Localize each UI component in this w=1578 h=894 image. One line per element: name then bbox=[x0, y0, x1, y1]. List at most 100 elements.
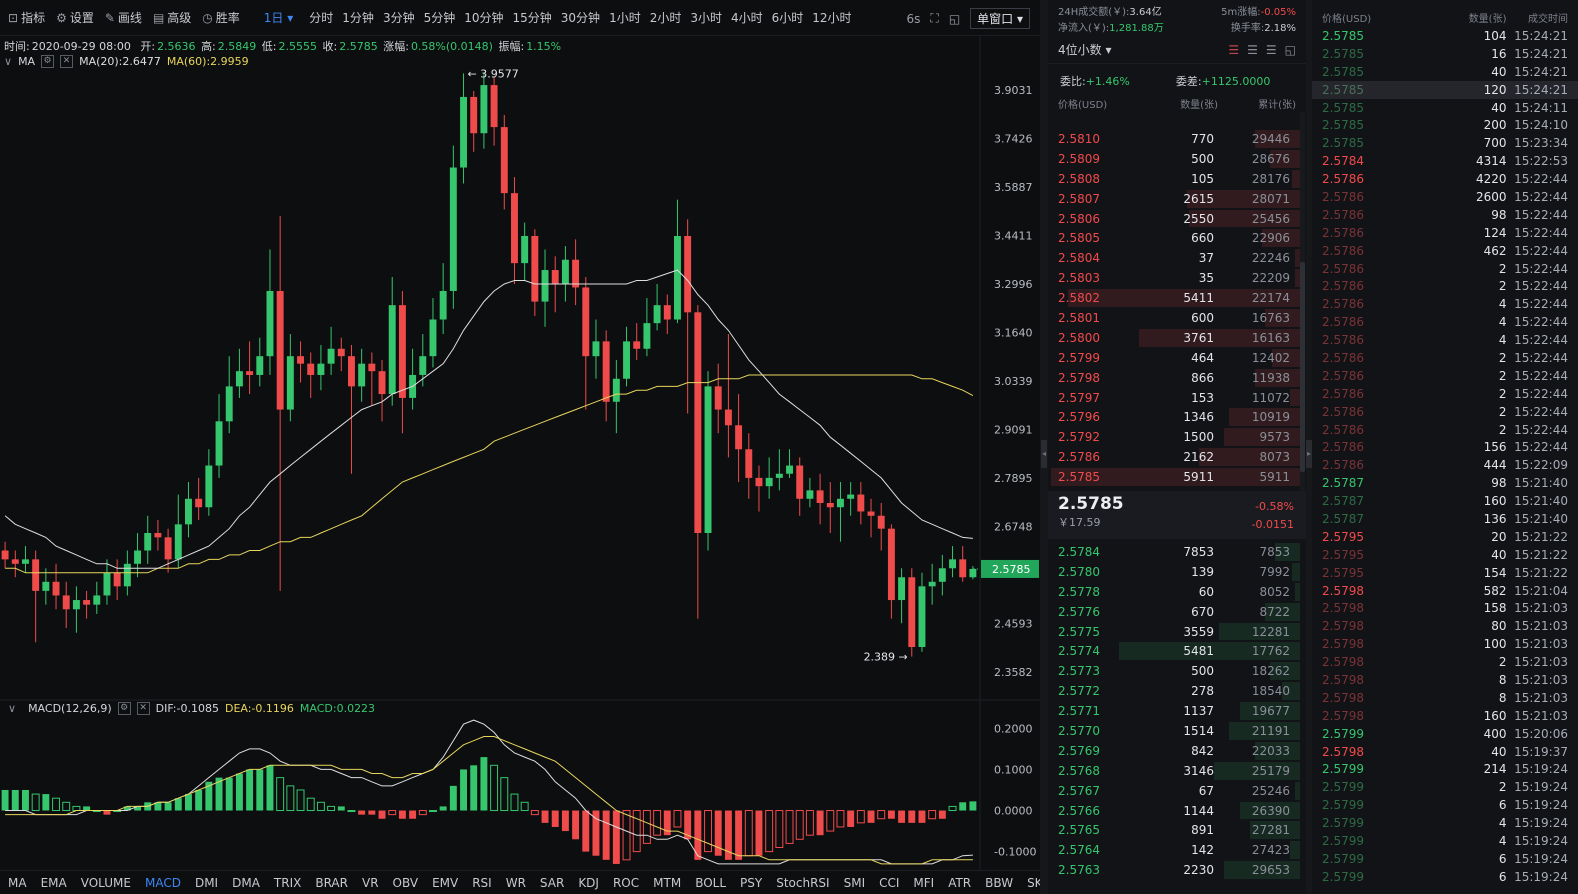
collapse-ma-icon[interactable]: ∨ bbox=[4, 55, 13, 68]
trade-row[interactable]: 2.5785 120 15:24:21 bbox=[1312, 80, 1578, 99]
bid-row[interactable]: 2.5766 1144 26390 bbox=[1048, 801, 1300, 821]
bid-row[interactable]: 2.5769 842 22033 bbox=[1048, 741, 1300, 761]
trade-row[interactable]: 2.5786 4220 15:22:44 bbox=[1312, 170, 1578, 188]
indicator-tab-psy[interactable]: PSY bbox=[740, 875, 763, 890]
popout-icon[interactable]: ◱ bbox=[1284, 42, 1296, 57]
trade-row[interactable]: 2.5786 4 15:22:44 bbox=[1312, 295, 1578, 313]
indicator-tab-skdj[interactable]: SKDJ bbox=[1027, 875, 1040, 890]
ma-close-icon[interactable]: ✕ bbox=[60, 55, 74, 68]
ask-row[interactable]: 2.5803 35 22209 bbox=[1048, 268, 1300, 288]
bid-row[interactable]: 2.5776 670 8722 bbox=[1048, 602, 1300, 622]
period-8[interactable]: 2小时 bbox=[649, 11, 682, 25]
trade-row[interactable]: 2.5798 8 15:21:03 bbox=[1312, 671, 1578, 689]
period-9[interactable]: 3小时 bbox=[690, 11, 722, 25]
period-5[interactable]: 15分钟 bbox=[512, 11, 552, 25]
decimals-select[interactable]: 4位小数 ▾ bbox=[1058, 43, 1112, 57]
ask-row[interactable]: 2.5797 153 11072 bbox=[1048, 388, 1300, 408]
window-mode-select[interactable]: 单窗口 ▾ bbox=[970, 8, 1030, 29]
macd-close-icon[interactable]: ✕ bbox=[136, 702, 150, 715]
indicator-tab-emv[interactable]: EMV bbox=[432, 875, 459, 890]
trade-row[interactable]: 2.5785 16 15:24:21 bbox=[1312, 45, 1578, 63]
trade-row[interactable]: 2.5786 2600 15:22:44 bbox=[1312, 188, 1578, 206]
bid-row[interactable]: 2.5778 60 8052 bbox=[1048, 582, 1300, 602]
trade-row[interactable]: 2.5786 2 15:22:44 bbox=[1312, 277, 1578, 295]
ask-row[interactable]: 2.5799 464 12402 bbox=[1048, 348, 1300, 368]
trade-row[interactable]: 2.5786 4 15:22:44 bbox=[1312, 331, 1578, 349]
trade-row[interactable]: 2.5786 156 15:22:44 bbox=[1312, 438, 1578, 456]
ask-row[interactable]: 2.5792 1500 9573 bbox=[1048, 427, 1300, 447]
view-both-icon[interactable]: ☰ bbox=[1228, 42, 1240, 57]
ask-row[interactable]: 2.5804 37 22246 bbox=[1048, 248, 1300, 268]
trade-row[interactable]: 2.5786 4 15:22:44 bbox=[1312, 313, 1578, 331]
ask-row[interactable]: 2.5786 2162 8073 bbox=[1048, 447, 1300, 467]
panel-splitter-2[interactable]: ▸ bbox=[1306, 0, 1312, 894]
indicator-tab-stochrsi[interactable]: StochRSI bbox=[776, 875, 830, 890]
trade-row[interactable]: 2.5798 160 15:21:03 bbox=[1312, 707, 1578, 725]
period-10[interactable]: 4小时 bbox=[730, 11, 763, 25]
ask-row[interactable]: 2.5785 5911 5911 bbox=[1048, 467, 1300, 487]
indicator-tab-dma[interactable]: DMA bbox=[232, 875, 260, 890]
ma-settings-icon[interactable]: ⚙ bbox=[41, 55, 55, 68]
ask-row[interactable]: 2.5796 1346 10919 bbox=[1048, 407, 1300, 427]
period-6[interactable]: 30分钟 bbox=[560, 11, 601, 25]
indicator-tab-sar[interactable]: SAR bbox=[539, 875, 565, 890]
trade-row[interactable]: 2.5786 2 15:22:44 bbox=[1312, 421, 1578, 439]
bid-row[interactable]: 2.5784 7853 7853 bbox=[1048, 542, 1300, 562]
trade-row[interactable]: 2.5798 100 15:21:03 bbox=[1312, 635, 1578, 653]
indicator-tab-atr[interactable]: ATR bbox=[948, 875, 972, 890]
indicator-tab-wr[interactable]: WR bbox=[505, 875, 526, 890]
indicator-tab-brar[interactable]: BRAR bbox=[315, 875, 348, 890]
trade-row[interactable]: 2.5799 6 15:19:24 bbox=[1312, 796, 1578, 814]
expand-arrow-icon[interactable]: ▸ bbox=[1306, 440, 1312, 468]
ask-row[interactable]: 2.5801 600 16763 bbox=[1048, 308, 1300, 328]
period-3[interactable]: 5分钟 bbox=[423, 11, 456, 25]
period-2[interactable]: 3分钟 bbox=[382, 11, 415, 25]
trade-row[interactable]: 2.5786 2 15:22:44 bbox=[1312, 403, 1578, 421]
view-asks-icon[interactable]: ☰ bbox=[1265, 42, 1277, 57]
trade-row[interactable]: 2.5785 200 15:24:10 bbox=[1312, 116, 1578, 134]
indicator-tab-smi[interactable]: SMI bbox=[843, 875, 866, 890]
period-4[interactable]: 10分钟 bbox=[464, 11, 504, 25]
period-7[interactable]: 1小时 bbox=[609, 11, 641, 25]
trade-row[interactable]: 2.5799 400 15:20:06 bbox=[1312, 725, 1578, 743]
trade-row[interactable]: 2.5786 2 15:22:44 bbox=[1312, 349, 1578, 367]
indicator-tab-ma[interactable]: MA bbox=[8, 875, 27, 890]
trade-row[interactable]: 2.5795 40 15:21:22 bbox=[1312, 546, 1578, 564]
bid-row[interactable]: 2.5770 1514 21191 bbox=[1048, 721, 1300, 741]
trade-row[interactable]: 2.5799 2 15:19:24 bbox=[1312, 778, 1578, 796]
bid-row[interactable]: 2.5772 278 18540 bbox=[1048, 681, 1300, 701]
period-dropdown[interactable]: 1日 ▾ bbox=[263, 11, 294, 25]
indicator-tab-obv[interactable]: OBV bbox=[392, 875, 419, 890]
collapse-macd-icon[interactable]: ∨ bbox=[8, 702, 17, 715]
indicator-tab-macd[interactable]: MACD bbox=[144, 875, 181, 890]
trade-row[interactable]: 2.5795 154 15:21:22 bbox=[1312, 564, 1578, 582]
trade-row[interactable]: 2.5786 124 15:22:44 bbox=[1312, 224, 1578, 242]
period-11[interactable]: 6小时 bbox=[771, 11, 804, 25]
ask-row[interactable]: 2.5808 105 28176 bbox=[1048, 169, 1300, 189]
collapse-arrow-icon[interactable]: ◂ bbox=[1041, 440, 1047, 468]
indicator-tab-kdj[interactable]: KDJ bbox=[578, 875, 599, 890]
bid-row[interactable]: 2.5764 142 27423 bbox=[1048, 840, 1300, 860]
panel-splitter[interactable]: ◂ bbox=[1040, 0, 1048, 894]
macd-settings-icon[interactable]: ⚙ bbox=[117, 702, 131, 715]
bid-row[interactable]: 2.5763 2230 29653 bbox=[1048, 860, 1300, 880]
period-0[interactable]: 分时 bbox=[309, 11, 334, 25]
indicator-tab-vr[interactable]: VR bbox=[361, 875, 379, 890]
trade-row[interactable]: 2.5799 214 15:19:24 bbox=[1312, 761, 1578, 779]
indicator-tab-cci[interactable]: CCI bbox=[879, 875, 900, 890]
ask-row[interactable]: 2.5806 2550 25456 bbox=[1048, 209, 1300, 229]
trade-row[interactable]: 2.5785 40 15:24:11 bbox=[1312, 99, 1578, 117]
trade-row[interactable]: 2.5787 160 15:21:40 bbox=[1312, 492, 1578, 510]
trade-row[interactable]: 2.5785 104 15:24:21 bbox=[1312, 27, 1578, 45]
indicator-tab-dmi[interactable]: DMI bbox=[194, 875, 219, 890]
trade-row[interactable]: 2.5798 582 15:21:04 bbox=[1312, 582, 1578, 600]
ask-row[interactable]: 2.5810 770 29446 bbox=[1048, 129, 1300, 149]
indicator-tab-boll[interactable]: BOLL bbox=[695, 875, 727, 890]
trade-row[interactable]: 2.5795 20 15:21:22 bbox=[1312, 528, 1578, 546]
indicator-tab-trix[interactable]: TRIX bbox=[273, 875, 302, 890]
trade-row[interactable]: 2.5799 4 15:19:24 bbox=[1312, 814, 1578, 832]
ask-row[interactable]: 2.5809 500 28676 bbox=[1048, 149, 1300, 169]
orderbook-scrollbar[interactable] bbox=[1300, 112, 1305, 492]
trade-row[interactable]: 2.5798 158 15:21:03 bbox=[1312, 600, 1578, 618]
trade-row[interactable]: 2.5785 40 15:24:21 bbox=[1312, 63, 1578, 81]
